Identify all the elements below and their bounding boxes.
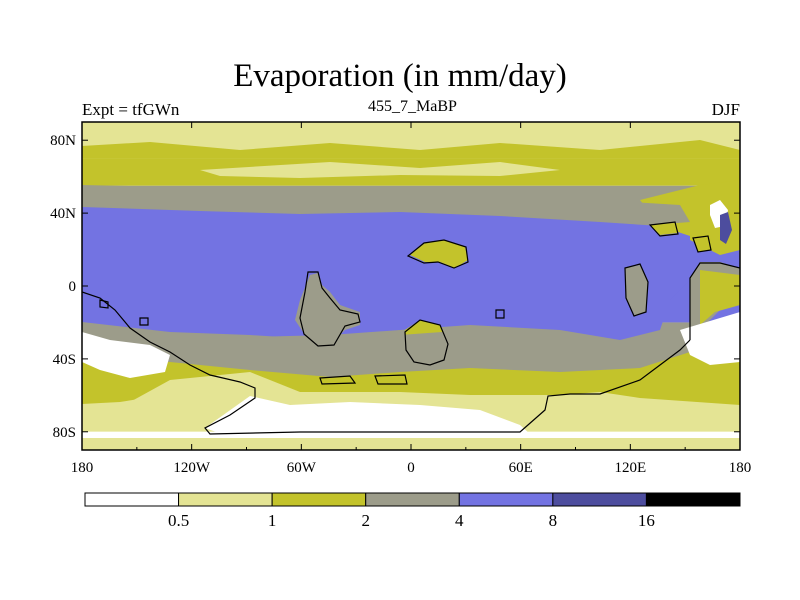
colorbar-swatch: [365, 492, 460, 507]
region-south-grey: [82, 322, 680, 380]
colorbar-label: 8: [549, 511, 558, 530]
colorbar-swatch: [552, 492, 647, 507]
land-arabia: [410, 240, 468, 268]
y-tick-label: 40N: [50, 206, 76, 222]
period-label: 455_7_MaBP: [368, 98, 457, 115]
continent-outlines: [82, 221, 740, 435]
colorbar-label: 1: [268, 511, 277, 530]
region-east-south-white: [680, 312, 740, 365]
colorbar-swatch: [645, 492, 741, 507]
colorbar-swatch: [84, 492, 180, 507]
experiment-label: Expt = tfGWn: [82, 100, 180, 119]
colorbar-swatch: [458, 492, 554, 507]
map-fill-layer: [82, 122, 740, 450]
x-tick-label: 180: [71, 460, 94, 476]
colorbar-label: 4: [455, 511, 464, 530]
colorbar-label: 16: [638, 511, 655, 530]
region-west-south-white: [82, 332, 170, 378]
land-southeast-asia: [625, 265, 648, 316]
band-north-light: [82, 122, 740, 150]
x-tick-label: 60W: [287, 460, 317, 476]
x-tick-label: 0: [407, 460, 415, 476]
y-tick-label: 40S: [53, 352, 76, 368]
colorbar-swatch: [178, 492, 273, 507]
y-tick-label: 0: [69, 279, 77, 295]
x-tick-label: 120E: [614, 460, 646, 476]
colorbar-label: 2: [361, 511, 370, 530]
x-axis: 180 120W 60W 0 60E 120E 180: [71, 122, 752, 476]
colorbar: 0.5 1 2 4 8 16: [84, 492, 741, 530]
x-tick-label: 180: [729, 460, 752, 476]
y-axis: 80N 40N 0 40S 80S: [50, 133, 740, 441]
y-tick-label: 80N: [50, 133, 76, 149]
colorbar-label: 0.5: [168, 511, 189, 530]
chart-title: Evaporation (in mm/day): [233, 58, 567, 94]
region-npac: [640, 180, 740, 255]
region-antarctic-white: [205, 396, 530, 437]
colorbar-swatch: [271, 492, 367, 507]
band-north-light-2: [200, 162, 560, 178]
region-north-dark-patch: [720, 212, 732, 244]
region-tropics-blue: [82, 207, 690, 340]
x-tick-label: 120W: [173, 460, 211, 476]
y-tick-label: 80S: [53, 425, 76, 441]
x-tick-label: 60E: [509, 460, 533, 476]
region-east-yellow: [700, 270, 740, 325]
season-label: DJF: [711, 100, 740, 119]
land-japan: [693, 236, 712, 252]
